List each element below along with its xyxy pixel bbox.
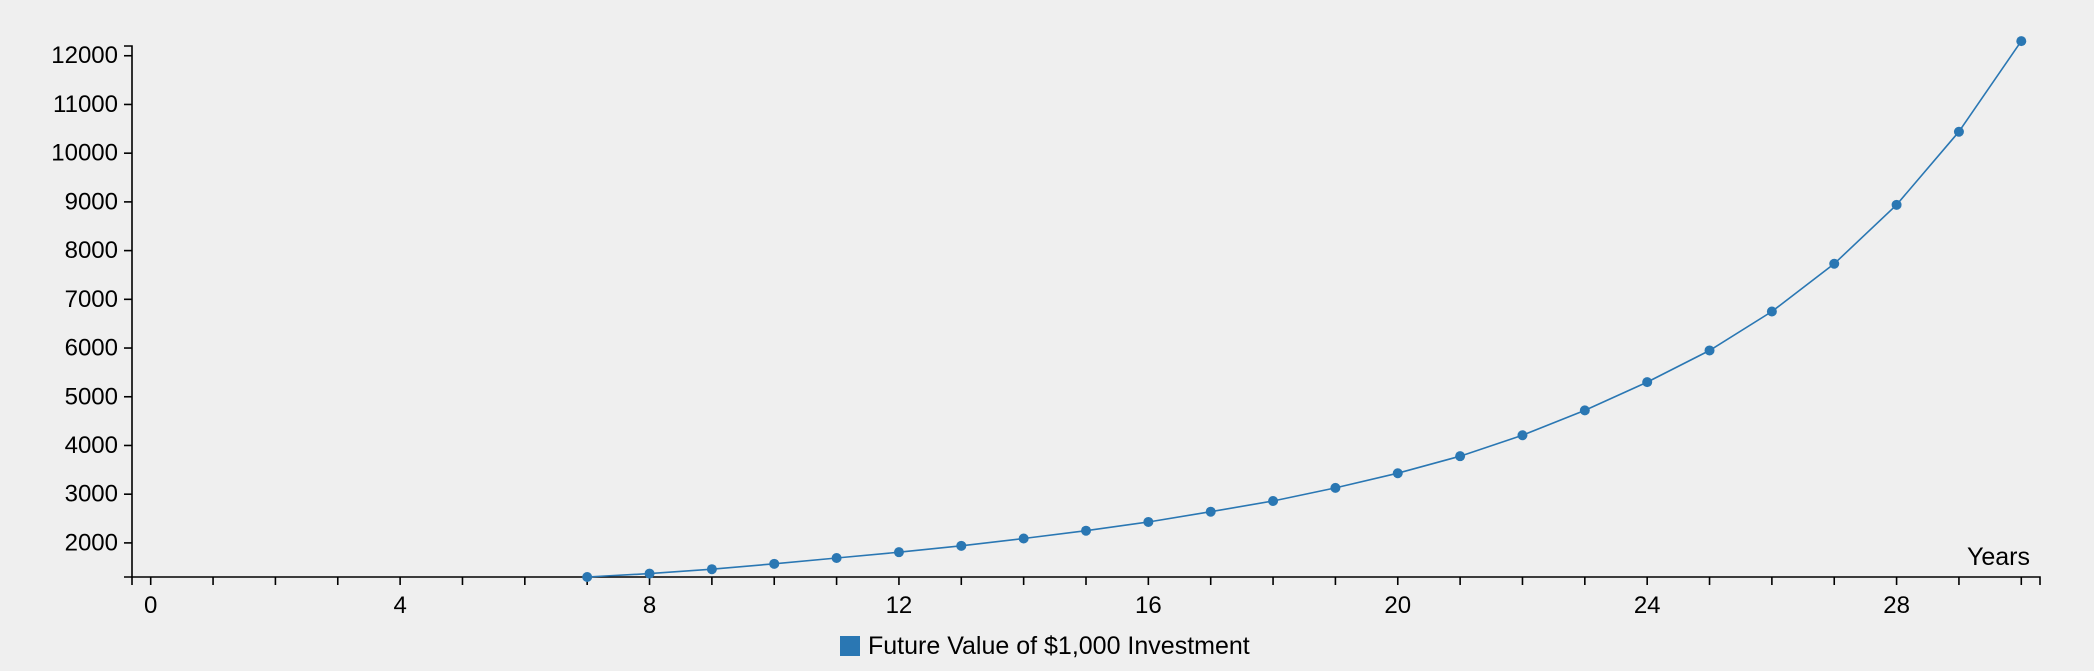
data-point bbox=[1018, 533, 1029, 544]
x-tick-label: 24 bbox=[1634, 592, 1661, 619]
y-tick-label: 5000 bbox=[65, 383, 118, 410]
x-axis: 0 4 8 12 16 20 24 28 Years bbox=[131, 543, 2041, 619]
data-point bbox=[893, 547, 904, 558]
y-tick-label: 11000 bbox=[53, 91, 118, 118]
y-tick-label: 8000 bbox=[65, 237, 118, 264]
y-tick-label: 7000 bbox=[65, 286, 118, 313]
x-axis-title: Years bbox=[1967, 543, 2030, 571]
data-point bbox=[1829, 258, 1840, 269]
data-point bbox=[706, 564, 717, 575]
data-point bbox=[1517, 430, 1528, 441]
x-tick-label: 12 bbox=[886, 592, 913, 619]
x-tick-label: 20 bbox=[1384, 592, 1411, 619]
x-tick-label: 28 bbox=[1883, 592, 1910, 619]
data-point bbox=[582, 572, 593, 582]
data-point bbox=[1579, 405, 1590, 416]
data-point bbox=[831, 553, 842, 564]
y-axis-line bbox=[124, 45, 133, 578]
x-tick-label: 16 bbox=[1135, 592, 1162, 619]
x-tick-label: 4 bbox=[393, 592, 406, 619]
data-point bbox=[1330, 482, 1341, 493]
legend-swatch bbox=[840, 636, 860, 656]
y-tick-label: 4000 bbox=[65, 432, 118, 459]
data-point bbox=[1081, 525, 1091, 536]
data-point bbox=[2016, 36, 2027, 47]
y-tick-label: 2000 bbox=[65, 529, 118, 556]
legend: Future Value of $1,000 Investment bbox=[840, 632, 1250, 660]
y-tick-label: 3000 bbox=[65, 481, 118, 508]
x-tick-label: 0 bbox=[144, 592, 157, 619]
data-point bbox=[644, 568, 655, 579]
data-point bbox=[1642, 377, 1653, 388]
x-tick-label: 8 bbox=[643, 592, 656, 619]
data-point bbox=[1766, 306, 1777, 317]
data-point bbox=[1953, 126, 1964, 137]
data-point bbox=[956, 540, 967, 551]
y-tick-label: 9000 bbox=[65, 188, 118, 215]
data-point bbox=[1143, 516, 1154, 527]
data-point bbox=[1704, 345, 1715, 356]
y-tick-label: 10000 bbox=[51, 140, 118, 167]
data-point bbox=[1205, 506, 1216, 517]
data-point bbox=[1268, 496, 1279, 507]
data-point bbox=[1392, 468, 1403, 479]
data-point bbox=[1455, 451, 1466, 462]
data-point bbox=[769, 558, 780, 569]
legend-label: Future Value of $1,000 Investment bbox=[868, 632, 1250, 660]
plot-area bbox=[582, 36, 2027, 582]
y-axis: 2000 3000 4000 5000 6000 7000 8000 9000 10000 110… bbox=[51, 42, 133, 578]
data-point bbox=[1891, 199, 1902, 210]
series-line bbox=[587, 40, 2022, 578]
y-tick-label: 6000 bbox=[65, 335, 118, 362]
y-tick-label: 12000 bbox=[51, 42, 118, 69]
